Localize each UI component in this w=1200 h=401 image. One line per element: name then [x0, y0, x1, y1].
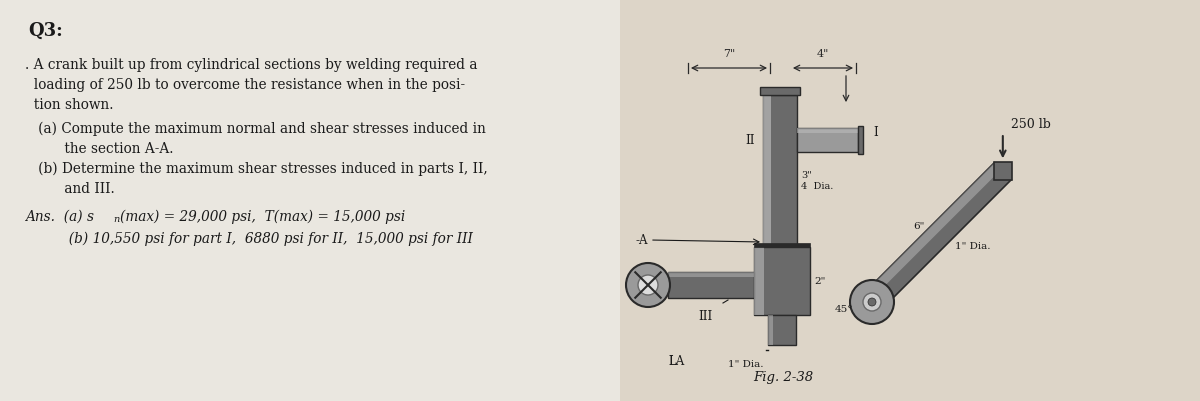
Text: (b) 10,550 psi for part I,  6880 psi for II,  15,000 psi for III: (b) 10,550 psi for part I, 6880 psi for …	[25, 232, 473, 246]
Text: 4": 4"	[817, 49, 829, 59]
Bar	[754, 243, 810, 247]
Text: Ans.  (a) s: Ans. (a) s	[25, 210, 94, 224]
Text: the section A-A.: the section A-A.	[25, 142, 174, 156]
Bar	[668, 272, 754, 298]
Circle shape	[863, 293, 881, 311]
Bar	[763, 95, 772, 247]
Text: loading of 250 lb to overcome the resistance when in the posi-: loading of 250 lb to overcome the resist…	[25, 78, 466, 92]
Bar	[768, 315, 773, 345]
Text: and III.: and III.	[25, 182, 115, 196]
Text: Fig. 2-38: Fig. 2-38	[752, 371, 814, 385]
Text: LA: LA	[668, 355, 684, 368]
Text: I: I	[874, 126, 877, 138]
Text: n: n	[113, 215, 119, 224]
Text: 3"
4  Dia.: 3" 4 Dia.	[802, 171, 833, 191]
Text: 6": 6"	[913, 222, 925, 231]
Text: 250 lb: 250 lb	[1010, 118, 1051, 131]
Bar	[754, 247, 764, 315]
Bar	[668, 272, 754, 277]
Circle shape	[868, 298, 876, 306]
Bar	[0, 0, 620, 401]
Polygon shape	[864, 163, 1001, 300]
Bar	[797, 128, 858, 133]
Text: II: II	[745, 134, 755, 148]
Circle shape	[626, 263, 670, 307]
Text: Q3:: Q3:	[28, 22, 62, 40]
Text: 7": 7"	[722, 49, 736, 59]
Circle shape	[850, 280, 894, 324]
Text: 45°: 45°	[835, 306, 853, 314]
Text: (a) Compute the maximum normal and shear stresses induced in: (a) Compute the maximum normal and shear…	[25, 122, 486, 136]
Polygon shape	[864, 163, 1012, 310]
Text: 1" Dia.: 1" Dia.	[955, 242, 991, 251]
Text: (b) Determine the maximum shear stresses induced in parts I, II,: (b) Determine the maximum shear stresses…	[25, 162, 487, 176]
Text: -A: -A	[636, 233, 648, 247]
Text: 1" Dia.: 1" Dia.	[727, 360, 763, 369]
Circle shape	[638, 275, 658, 295]
Bar	[994, 162, 1012, 180]
Bar	[768, 315, 796, 345]
Text: . A crank built up from cylindrical sections by welding required a: . A crank built up from cylindrical sect…	[25, 58, 478, 72]
Text: L: L	[668, 355, 676, 368]
Text: III: III	[698, 310, 713, 323]
Bar	[858, 126, 863, 154]
Bar	[760, 87, 800, 95]
Bar	[763, 95, 797, 247]
Bar	[620, 0, 1200, 401]
Text: (max) = 29,000 psi,  T(max) = 15,000 psi: (max) = 29,000 psi, T(max) = 15,000 psi	[120, 210, 406, 225]
Bar	[754, 247, 810, 315]
Bar	[797, 128, 858, 152]
Text: tion shown.: tion shown.	[25, 98, 114, 112]
Text: 2": 2"	[814, 277, 826, 286]
